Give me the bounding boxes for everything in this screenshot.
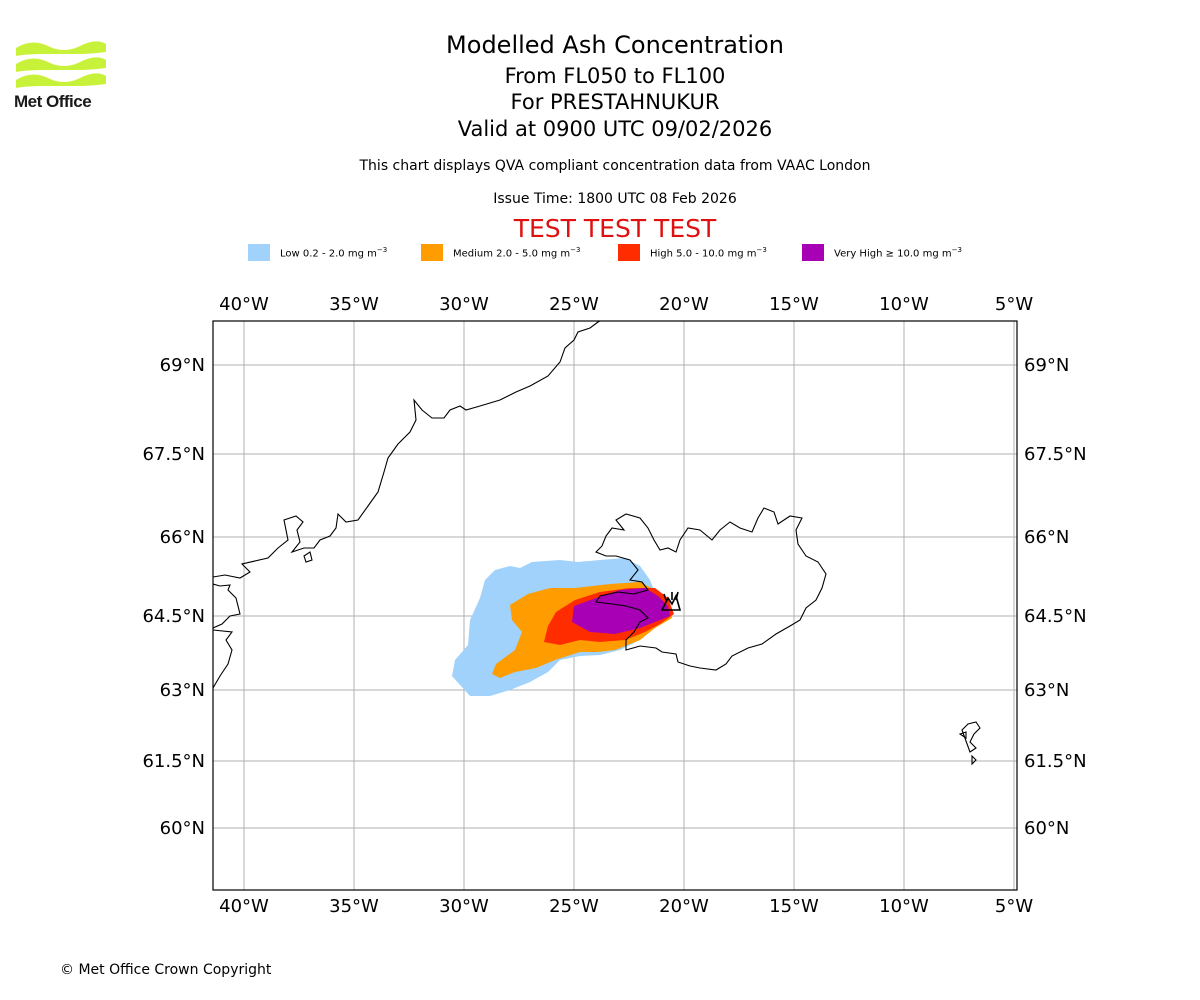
lat-label-right: 63°N: [1024, 680, 1069, 701]
lon-label-top: 30°W: [439, 294, 489, 315]
lat-label-left: 67.5°N: [142, 444, 205, 465]
lat-label-right: 69°N: [1024, 355, 1069, 376]
faroe-islands: [958, 721, 981, 766]
greenland-islet: [303, 551, 313, 563]
legend-unit-exp: −3: [570, 245, 581, 254]
lat-label-left: 69°N: [160, 355, 205, 376]
lat-label-left: 61.5°N: [142, 751, 205, 772]
met-office-logo-icon: [16, 41, 106, 88]
legend-item-high: High 5.0 - 10.0 mg m−3: [618, 244, 767, 261]
lat-label-left: 60°N: [160, 818, 205, 839]
lon-label-bottom: 15°W: [769, 896, 819, 917]
logo-text: Met Office: [14, 92, 92, 111]
test-banner: TEST TEST TEST: [513, 214, 717, 243]
lon-label-bottom: 20°W: [659, 896, 709, 917]
valid-time: Valid at 0900 UTC 09/02/2026: [457, 117, 773, 141]
chart-title: Modelled Ash Concentration: [446, 31, 784, 59]
coastlines: [213, 321, 981, 766]
lon-label-bottom: 10°W: [879, 896, 929, 917]
flight-levels: From FL050 to FL100: [504, 64, 726, 88]
lat-label-left: 66°N: [160, 527, 205, 548]
lon-label-top: 25°W: [549, 294, 599, 315]
lon-label-bottom: 40°W: [219, 896, 269, 917]
lat-label-right: 66°N: [1024, 527, 1069, 548]
lon-label-top: 10°W: [879, 294, 929, 315]
lon-label-top: 5°W: [995, 294, 1033, 315]
legend-label-very-high: Very High ≥ 10.0 mg m: [834, 248, 952, 260]
legend-swatch-very-high: [802, 244, 824, 261]
iceland-coast: [595, 507, 827, 671]
greenland-coast-south: [213, 583, 241, 629]
legend-label-high: High 5.0 - 10.0 mg m: [650, 248, 757, 260]
volcano-name: For PRESTAHNUKUR: [510, 90, 720, 114]
chart-subtitle: This chart displays QVA compliant concen…: [359, 158, 871, 174]
legend-label-medium: Medium 2.0 - 5.0 mg m: [453, 248, 571, 260]
legend-unit-exp: −3: [756, 245, 767, 254]
greenland-coast-south-2: [213, 629, 234, 689]
legend-swatch-low: [248, 244, 270, 261]
volcano-marker-icon: [660, 591, 682, 611]
lat-label-left: 63°N: [160, 680, 205, 701]
legend-item-low: Low 0.2 - 2.0 mg m−3: [248, 244, 387, 261]
lon-label-bottom: 25°W: [549, 896, 599, 917]
lon-label-bottom: 30°W: [439, 896, 489, 917]
legend-item-very-high: Very High ≥ 10.0 mg m−3: [802, 244, 962, 261]
lat-label-right: 64.5°N: [1024, 606, 1087, 627]
legend-unit-exp: −3: [951, 245, 962, 254]
axis-labels: 40°W 40°W 35°W 35°W 30°W 30°W 25°W 25°W 20°W 20°W…: [142, 294, 1086, 917]
legend-label-low: Low 0.2 - 2.0 mg m: [280, 248, 377, 260]
lat-label-right: 61.5°N: [1024, 751, 1087, 772]
issue-time: Issue Time: 1800 UTC 08 Feb 2026: [493, 191, 737, 207]
lon-label-top: 40°W: [219, 294, 269, 315]
legend-swatch-medium: [421, 244, 443, 261]
legend-unit-exp: −3: [376, 245, 388, 254]
lon-label-top: 35°W: [329, 294, 379, 315]
map-frame: [212, 320, 1018, 891]
lat-label-left: 64.5°N: [142, 606, 205, 627]
lat-label-right: 67.5°N: [1024, 444, 1087, 465]
legend-swatch-high: [618, 244, 640, 261]
ash-very-high-region: [572, 588, 670, 634]
lat-label-right: 60°N: [1024, 818, 1069, 839]
lon-label-top: 15°W: [769, 294, 819, 315]
lon-label-bottom: 35°W: [329, 896, 379, 917]
legend-item-medium: Medium 2.0 - 5.0 mg m−3: [421, 244, 580, 261]
lon-label-top: 20°W: [659, 294, 709, 315]
copyright: © Met Office Crown Copyright: [60, 962, 272, 978]
lon-label-bottom: 5°W: [995, 896, 1033, 917]
greenland-coast: [213, 321, 601, 579]
